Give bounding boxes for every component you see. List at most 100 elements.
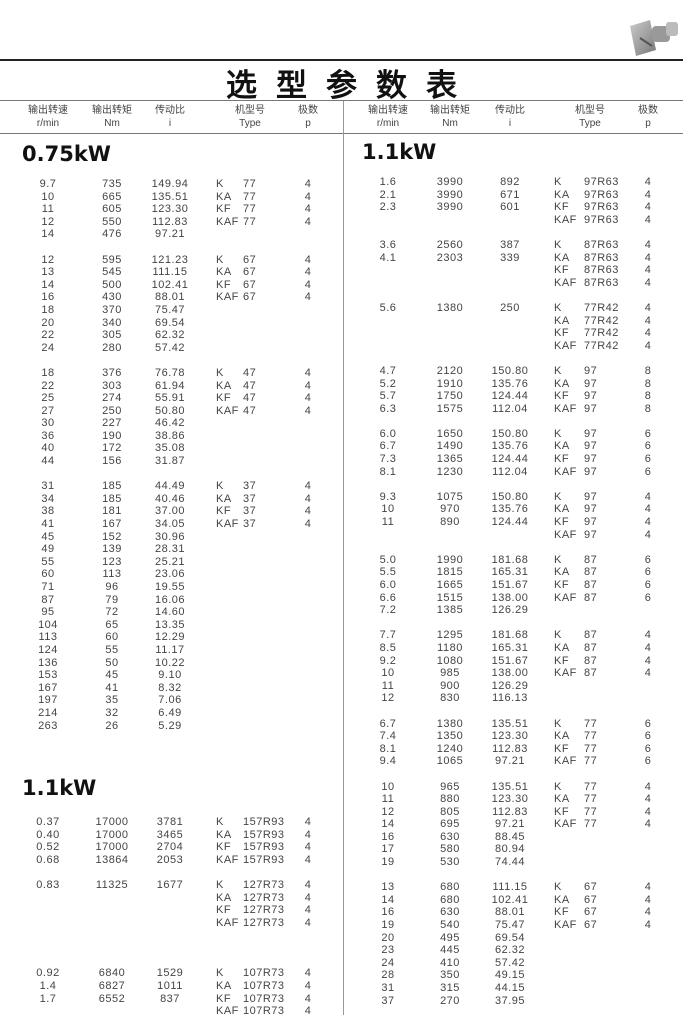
type-model-cell: 107R73 [243,967,285,980]
table-row: 49 139 28.31 [0,543,340,556]
torque-cell: 370 [102,303,122,316]
speed-cell: 11 [381,516,395,529]
type-prefix-cell: KF [554,390,570,403]
poles-cell: 4 [304,190,312,203]
type-model-cell: 87 [584,579,598,591]
poles-cell: 6 [644,440,652,453]
table-row: 20 340 69.54 [0,317,340,330]
ratio-cell: 13.35 [154,618,186,631]
torque-cell: 315 [440,982,460,994]
column-header-speed-line: 输出转速 [368,105,408,116]
speed-cell: 60 [41,568,55,581]
torque-cell: 305 [102,329,122,342]
column-header-poles-line: p [305,118,311,129]
table-row: 18 370 75.47 [0,304,340,317]
ratio-cell: 102.41 [491,893,529,906]
column-header-poles-line: 极数 [638,105,658,116]
torque-cell: 227 [102,417,122,430]
speed-cell: 11 [381,793,395,806]
ratio-cell: 1677 [156,878,184,891]
poles-cell: 8 [644,364,652,377]
ratio-cell: 46.42 [154,417,186,430]
type-prefix-cell: KA [554,730,570,743]
type-model-cell: 67 [584,881,598,894]
table-row: 37 270 37.95 [343,995,683,1008]
column-header-torque-line: 输出转矩 [92,105,132,116]
torque-cell: 880 [440,793,460,806]
torque-cell: 1365 [436,453,464,466]
poles-cell: 4 [304,878,312,891]
type-prefix-cell: K [216,480,224,493]
torque-cell: 79 [105,593,119,606]
ratio-cell: 40.46 [154,492,186,505]
table-row: 9.4 1065 97.21 KAF 77 6 [343,755,683,768]
poles-cell: 4 [644,881,652,894]
model-group: 3.6 2560 387 K 87R63 4 4.1 2303 339 KA 87R63 4 KF 87R… [343,239,683,289]
table-row: 167 41 8.32 [0,682,340,695]
power-heading: 0.75kW [22,142,111,166]
table-row: 19 540 75.47 KAF 67 4 [343,919,683,932]
table-row: 40 172 35.08 [0,442,340,455]
table-row: 10 965 135.51 K 77 4 [343,781,683,794]
column-header-ratio-line: 传动比 [495,105,525,116]
gear-motor-icon [630,20,678,56]
type-prefix-cell: KF [554,906,570,919]
poles-cell: 6 [644,730,652,743]
table-row: 10 970 135.76 KA 97 4 [343,503,683,516]
type-model-cell: 97R63 [584,176,619,188]
torque-cell: 540 [440,919,460,932]
type-prefix-cell: KA [216,828,232,841]
speed-cell: 20 [381,931,395,944]
poles-cell: 4 [644,251,652,264]
torque-cell: 735 [102,178,122,190]
speed-cell: 16 [41,291,55,304]
table-row: 23 445 62.32 [343,944,683,957]
type-model-cell: 67 [243,266,257,279]
type-prefix-cell: KA [216,891,232,904]
poles-cell: 4 [644,176,652,188]
ratio-cell: 123.30 [151,203,189,216]
ratio-cell: 671 [500,188,520,201]
table-row: 5.6 1380 250 K 77R42 4 [343,302,683,315]
type-prefix-cell: KA [554,566,570,579]
speed-cell: 11 [381,679,395,692]
table-row: 124 55 11.17 [0,644,340,657]
speed-cell: 28 [381,969,395,982]
poles-cell: 4 [644,339,652,352]
type-model-cell: 97 [584,440,598,453]
poles-cell: 4 [644,490,652,503]
poles-cell: 6 [644,717,652,730]
torque-cell: 190 [102,429,122,442]
ratio-cell: 31.87 [154,455,186,468]
ratio-cell: 124.44 [491,453,529,466]
type-model-cell: 97 [584,516,598,529]
ratio-cell: 9.10 [158,669,182,682]
torque-cell: 35 [105,694,119,707]
type-prefix-cell: KA [216,379,232,392]
poles-cell: 4 [644,276,652,289]
ratio-cell: 126.29 [491,679,529,692]
table-row: 153 45 9.10 [0,669,340,682]
table-row: 11 900 126.29 [343,680,683,693]
poles-cell: 8 [644,377,652,390]
speed-cell: 3.6 [379,238,397,251]
ratio-cell: 112.04 [492,465,528,478]
poles-cell: 4 [644,654,652,667]
type-model-cell: 77 [243,215,257,228]
speed-cell: 37 [381,994,395,1007]
table-row: KAF 97R63 4 [343,214,683,227]
type-prefix-cell: K [554,780,562,793]
model-group: 10 965 135.51 K 77 4 11 880 123.30 KA 77 4 12 805 112.… [343,781,683,869]
ratio-cell: 1529 [156,967,184,980]
poles-cell: 6 [644,553,652,566]
table-row: 10 985 138.00 KAF 87 4 [343,667,683,680]
ratio-cell: 135.76 [491,440,529,453]
table-row: 10 665 135.51 KA 77 4 [0,191,340,204]
ratio-cell: 124.44 [491,390,529,403]
column-header-ratio-line: i [508,118,512,129]
table-row: 9.2 1080 151.67 KF 87 4 [343,655,683,668]
table-row: 0.68 13864 2053 KAF 157R93 4 [0,854,340,867]
ratio-cell: 76.78 [154,366,186,379]
ratio-cell: 2704 [156,841,184,854]
poles-cell: 4 [644,641,652,654]
